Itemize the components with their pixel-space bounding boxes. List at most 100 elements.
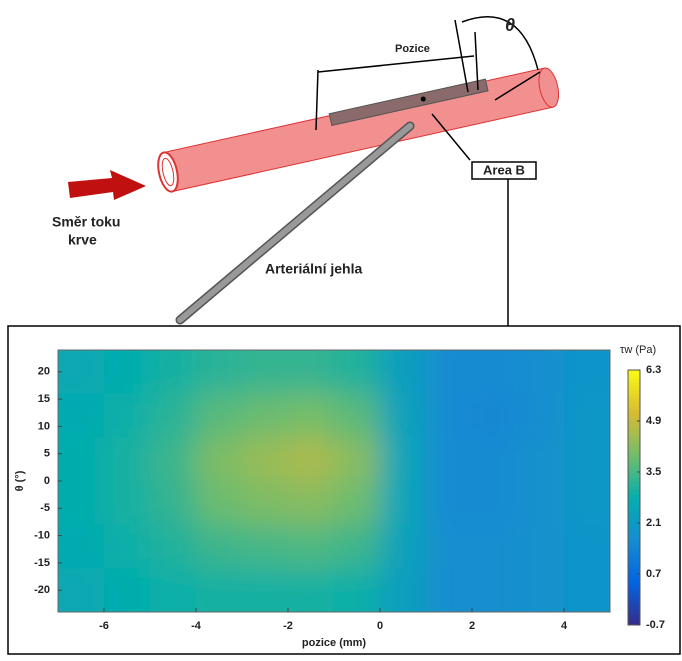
heat-cell bbox=[150, 437, 197, 482]
heat-cell bbox=[564, 437, 610, 482]
heat-cell bbox=[472, 568, 519, 612]
colorbar-band bbox=[628, 425, 640, 431]
heat-cell bbox=[104, 350, 151, 395]
heat-cell bbox=[150, 568, 197, 612]
heat-cell bbox=[426, 481, 473, 526]
heat-cell bbox=[334, 350, 381, 395]
heat-cell bbox=[288, 568, 335, 612]
heat-cell bbox=[380, 437, 427, 482]
colorbar-band bbox=[628, 389, 640, 395]
heat-cell bbox=[58, 481, 105, 526]
heat-cell bbox=[288, 524, 335, 570]
heatmap bbox=[58, 350, 610, 612]
x-tick-label: 2 bbox=[469, 620, 475, 632]
heat-cell bbox=[564, 524, 610, 570]
flow-arrow bbox=[68, 170, 146, 200]
colorbar-band bbox=[628, 441, 640, 447]
heat-cell bbox=[518, 524, 565, 570]
heat-cell bbox=[380, 481, 427, 526]
heat-cell bbox=[196, 524, 243, 570]
heat-cell bbox=[334, 481, 381, 526]
heat-cell bbox=[518, 481, 565, 526]
x-axis-label: pozice (mm) bbox=[302, 637, 367, 649]
heat-cell bbox=[288, 350, 335, 395]
heat-cell bbox=[380, 350, 427, 395]
colorbar-band bbox=[628, 497, 640, 502]
cells bbox=[58, 350, 610, 612]
colorbar-band bbox=[628, 417, 640, 423]
heat-cell bbox=[196, 393, 243, 439]
y-tick-label: 5 bbox=[44, 448, 50, 460]
colorbar-tick-label: 4.9 bbox=[646, 415, 661, 427]
x-tick-label: -4 bbox=[191, 620, 202, 632]
heat-cell bbox=[242, 393, 289, 439]
heat-cell bbox=[196, 350, 243, 395]
colorbar-band bbox=[628, 385, 640, 391]
colorbar-band bbox=[628, 413, 640, 419]
heat-cell bbox=[196, 568, 243, 612]
colorbar-tick-label: 2.1 bbox=[646, 517, 661, 529]
colorbar-band bbox=[628, 581, 640, 586]
heat-cell bbox=[518, 437, 565, 482]
heat-cell bbox=[426, 437, 473, 482]
x-tick-label: -2 bbox=[283, 620, 293, 632]
colorbar-band bbox=[628, 473, 640, 479]
y-axis-label: θ (°) bbox=[14, 470, 26, 491]
heat-cell bbox=[564, 481, 610, 526]
heat-cell bbox=[518, 393, 565, 439]
heat-cell bbox=[196, 437, 243, 482]
colorbar-band bbox=[628, 521, 640, 526]
pipe-end bbox=[538, 67, 560, 108]
colorbar-band bbox=[628, 525, 640, 530]
colorbar-band bbox=[628, 605, 640, 610]
colorbar-band bbox=[628, 481, 640, 487]
heat-cell bbox=[196, 481, 243, 526]
heat-cell bbox=[472, 524, 519, 570]
colorbar-band bbox=[628, 401, 640, 407]
colorbar-band bbox=[628, 393, 640, 399]
y-tick-label: -20 bbox=[34, 584, 50, 596]
colorbar-band bbox=[628, 621, 640, 626]
area-b-patch bbox=[328, 78, 489, 127]
colorbar-band bbox=[628, 537, 640, 542]
heat-cell bbox=[518, 568, 565, 612]
colorbar-band bbox=[628, 485, 640, 491]
pipe bbox=[157, 67, 560, 193]
colorbar-band bbox=[628, 501, 640, 506]
theta-label: θ bbox=[505, 15, 515, 35]
y-tick-label: 10 bbox=[38, 420, 50, 432]
colorbar-band bbox=[628, 449, 640, 455]
colorbar-band bbox=[628, 493, 640, 498]
colorbar-band bbox=[628, 573, 640, 578]
y-tick-label: 0 bbox=[44, 475, 50, 487]
heat-cell bbox=[334, 524, 381, 570]
pipe-lumen bbox=[161, 157, 175, 187]
heat-cell bbox=[380, 568, 427, 612]
heat-cell bbox=[104, 524, 151, 570]
flow-label: Směr toku bbox=[52, 214, 120, 230]
colorbar-band bbox=[628, 489, 640, 495]
annotations bbox=[7, 16, 681, 655]
heat-cell bbox=[242, 350, 289, 395]
heat-cell bbox=[58, 437, 105, 482]
colorbar-band bbox=[628, 429, 640, 435]
y-tick-label: -10 bbox=[34, 529, 50, 541]
colorbar-band bbox=[628, 405, 640, 411]
colorbar-band bbox=[628, 457, 640, 463]
colorbar-band bbox=[628, 557, 640, 562]
colorbar-band bbox=[628, 541, 640, 546]
colorbar-band bbox=[628, 609, 640, 614]
colorbar-band bbox=[628, 553, 640, 558]
heat-cell bbox=[150, 524, 197, 570]
colorbar-band bbox=[628, 469, 640, 475]
heat-cell bbox=[472, 437, 519, 482]
colorbar-tick-label: 0.7 bbox=[646, 568, 661, 580]
colorbar-tick-label: 3.5 bbox=[646, 466, 661, 478]
heat-cell bbox=[564, 568, 610, 612]
y-tick-label: 20 bbox=[38, 366, 50, 378]
colorbar-band bbox=[628, 549, 640, 554]
colorbar-band bbox=[628, 461, 640, 467]
colorbar-band bbox=[628, 533, 640, 538]
heat-cell bbox=[288, 393, 335, 439]
